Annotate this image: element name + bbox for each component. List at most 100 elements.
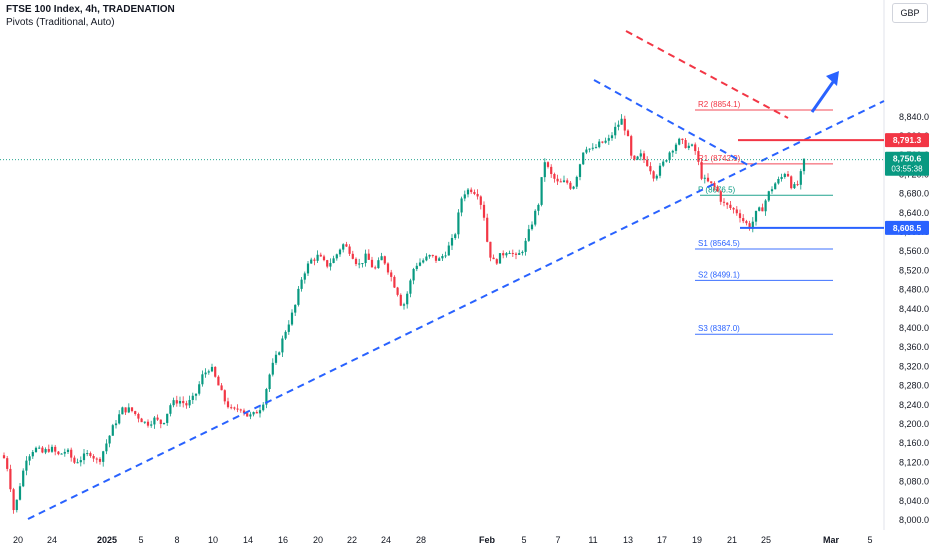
candle-body [338,249,342,255]
candle-body [6,458,9,469]
candle-body [383,256,386,264]
candle-body [319,254,322,257]
candle-body [22,470,25,487]
candle-body [265,389,268,405]
candle-body [31,452,34,457]
time-tick-label: 10 [208,535,218,545]
candle-body [684,140,687,149]
candle-body [92,455,95,459]
candle-body [220,385,223,391]
candle-body [393,276,396,288]
candle-body [386,263,390,273]
candle-body [278,352,281,355]
candle-body [370,259,374,268]
candle-body [415,265,418,270]
candle-body [498,253,502,264]
candle-body [479,196,482,205]
indicator-label[interactable]: Pivots (Traditional, Auto) [6,17,115,28]
candle-body [777,179,780,184]
candle-body [134,411,137,414]
candle-body [543,162,546,178]
time-tick-label: 2025 [97,535,117,545]
time-tick-label: 25 [761,535,771,545]
candle-body [764,200,767,212]
candle-body [681,138,684,141]
candle-body [364,253,367,264]
candle-body [732,207,735,210]
candle-body [588,148,591,150]
price-tick-label: 8,200.0 [899,419,929,429]
candle-body [655,175,658,179]
candle-body [348,246,351,254]
candle-body [729,204,732,208]
candle-body [207,371,210,373]
time-tick-label: 22 [347,535,357,545]
price-tick-label: 8,400.0 [899,323,929,333]
candle-body [290,312,294,325]
resistance-badge-label: 8,791.3 [893,135,922,145]
candle-body [38,447,41,449]
candle-body [271,362,274,375]
candle-body [294,304,297,313]
candle-body [310,259,313,264]
currency-button[interactable]: GBP [892,3,928,23]
candle-body [614,126,617,136]
time-tick-label: Mar [823,535,840,545]
candle-body [198,384,201,394]
candle-body [249,414,252,417]
candle-body [546,162,550,167]
candle-body [671,150,674,153]
candle-body [329,263,332,267]
candle-body [54,446,57,452]
candle-body [268,374,271,390]
candle-body [124,407,127,413]
candle-body [550,166,553,174]
time-tick-label: 19 [692,535,702,545]
candle-body [73,457,76,463]
price-tick-label: 8,480.0 [899,285,929,295]
candle-body [668,152,671,161]
candle-body [233,407,236,409]
time-tick-label: 24 [381,535,391,545]
time-tick-label: Feb [479,535,496,545]
candle-body [658,165,662,176]
candle-body [444,255,447,257]
pivot-label-s2: S2 (8499.1) [698,270,740,279]
pivot-label-s1: S1 (8564.5) [698,239,740,248]
time-tick-label: 20 [313,535,323,545]
candle-body [89,453,92,456]
candle-body [796,184,799,186]
price-tick-label: 8,840.0 [899,112,929,122]
rising-support-trendline [27,100,885,520]
candle-body [303,273,306,280]
price-tick-label: 8,680.0 [899,189,929,199]
price-tick-label: 8,040.0 [899,496,929,506]
candle-body [239,409,242,411]
candle-body [351,253,354,259]
candle-body [194,393,198,396]
time-tick-label: 11 [588,535,597,545]
candle-body [191,395,194,400]
candle-body [585,149,588,153]
time-tick-label: 16 [278,535,288,545]
candle-body [642,153,646,160]
price-tick-label: 8,640.0 [899,208,929,218]
candle-body [380,256,383,261]
candle-body [438,258,441,261]
candle-body [63,451,66,454]
candle-body [262,404,265,411]
candle-body [143,421,146,423]
price-tick-label: 8,440.0 [899,304,929,314]
candle-body [556,178,559,182]
candle-body [316,254,319,261]
time-tick-label: 8 [174,535,179,545]
candle-body [722,201,726,203]
candle-body [226,401,230,408]
time-tick-label: 21 [727,535,737,545]
candle-body [566,180,569,183]
candle-body [252,412,255,415]
candle-body [361,263,364,265]
candle-body [623,118,626,131]
candle-body [428,254,431,257]
